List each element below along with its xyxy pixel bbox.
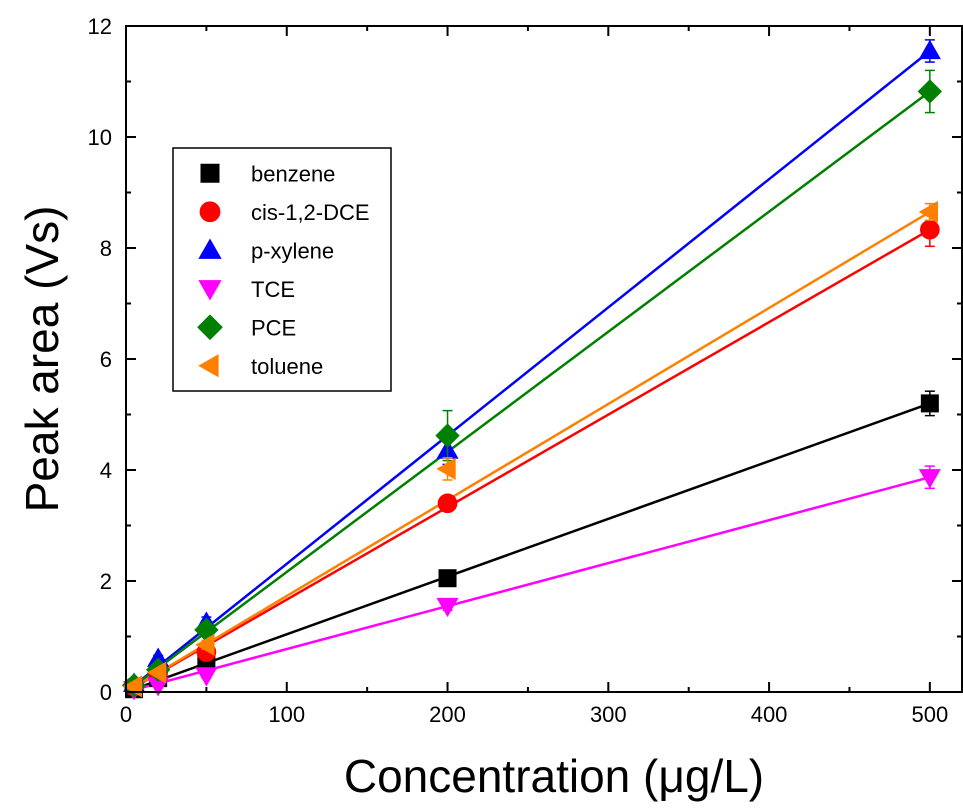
x-tick-label: 400	[751, 702, 788, 727]
y-tick-label: 12	[88, 14, 112, 39]
fit-line	[125, 210, 931, 694]
y-axis-title: Peak area (Vs)	[16, 206, 68, 513]
legend-item: p-xylene	[198, 238, 334, 263]
data-point	[918, 200, 938, 223]
fit-line	[125, 90, 931, 694]
data-point	[920, 394, 939, 413]
legend-label: benzene	[251, 161, 335, 186]
series-p-xylene	[125, 49, 931, 693]
points-benzene	[125, 390, 939, 699]
legend-item: toluene	[198, 354, 323, 379]
series-PCE	[125, 90, 931, 694]
data-point	[918, 469, 941, 489]
x-tick-label: 200	[429, 702, 466, 727]
y-tick-label: 10	[88, 125, 112, 150]
legend-marker	[197, 314, 223, 341]
legend-item: TCE	[198, 277, 295, 302]
points-toluene	[122, 200, 938, 698]
data-point	[436, 597, 459, 618]
data-point	[195, 633, 215, 656]
fit-line	[125, 49, 931, 693]
legend-marker	[198, 280, 222, 301]
tick-labels: 0 100 200 300 400 500 0 2 4 6 8 10 12	[88, 14, 949, 727]
legend: benzene cis-1,2-DCE p-xylene TCE PCE toluene	[172, 147, 392, 392]
x-axis-title: Concentration (μg/L)	[344, 750, 764, 802]
x-tick-label: 100	[268, 702, 305, 727]
data-point	[438, 569, 457, 588]
series-benzene	[125, 402, 931, 694]
x-tick-label: 300	[590, 702, 627, 727]
legend-item: PCE	[197, 314, 296, 341]
data-point	[918, 39, 941, 60]
series-toluene	[125, 210, 931, 694]
legend-label: PCE	[251, 315, 296, 340]
legend-label: cis-1,2-DCE	[251, 200, 370, 225]
fit-line	[125, 228, 931, 694]
fit-line	[125, 402, 931, 694]
y-tick-label: 0	[100, 680, 112, 705]
data-point	[437, 493, 458, 514]
legend-label: TCE	[251, 277, 295, 302]
y-tick-label: 4	[100, 458, 112, 483]
y-tick-label: 2	[100, 569, 112, 594]
axis-ticks	[125, 25, 962, 693]
legend-box	[172, 147, 392, 392]
legend-label: toluene	[251, 354, 323, 379]
legend-marker	[198, 238, 222, 259]
fit-line	[125, 476, 931, 694]
data-point	[436, 457, 456, 480]
legend-marker	[198, 354, 219, 378]
y-tick-label: 8	[100, 236, 112, 261]
data-point	[919, 219, 940, 240]
legend-label: p-xylene	[251, 238, 334, 263]
legend-marker	[199, 201, 221, 223]
data-point	[435, 423, 460, 448]
legend-marker	[200, 163, 220, 183]
x-tick-label: 0	[120, 702, 132, 727]
legend-item: benzene	[200, 161, 335, 186]
x-tick-label: 500	[911, 702, 948, 727]
series-cis-1,2-DCE	[125, 228, 931, 694]
data-point	[195, 667, 218, 687]
y-tick-label: 6	[100, 347, 112, 372]
legend-item: cis-1,2-DCE	[199, 200, 370, 225]
data-point	[917, 79, 943, 104]
data-point	[146, 661, 167, 684]
series-TCE	[125, 476, 931, 694]
